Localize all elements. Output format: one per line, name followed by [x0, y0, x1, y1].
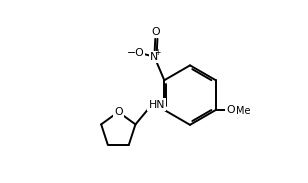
Text: O: O	[114, 107, 123, 117]
Text: N: N	[150, 52, 159, 62]
Text: Me: Me	[236, 106, 251, 115]
Text: −O: −O	[127, 48, 144, 58]
Text: HN: HN	[148, 100, 165, 110]
Text: +: +	[154, 48, 161, 57]
Text: O: O	[151, 27, 160, 37]
Text: O: O	[226, 105, 234, 115]
